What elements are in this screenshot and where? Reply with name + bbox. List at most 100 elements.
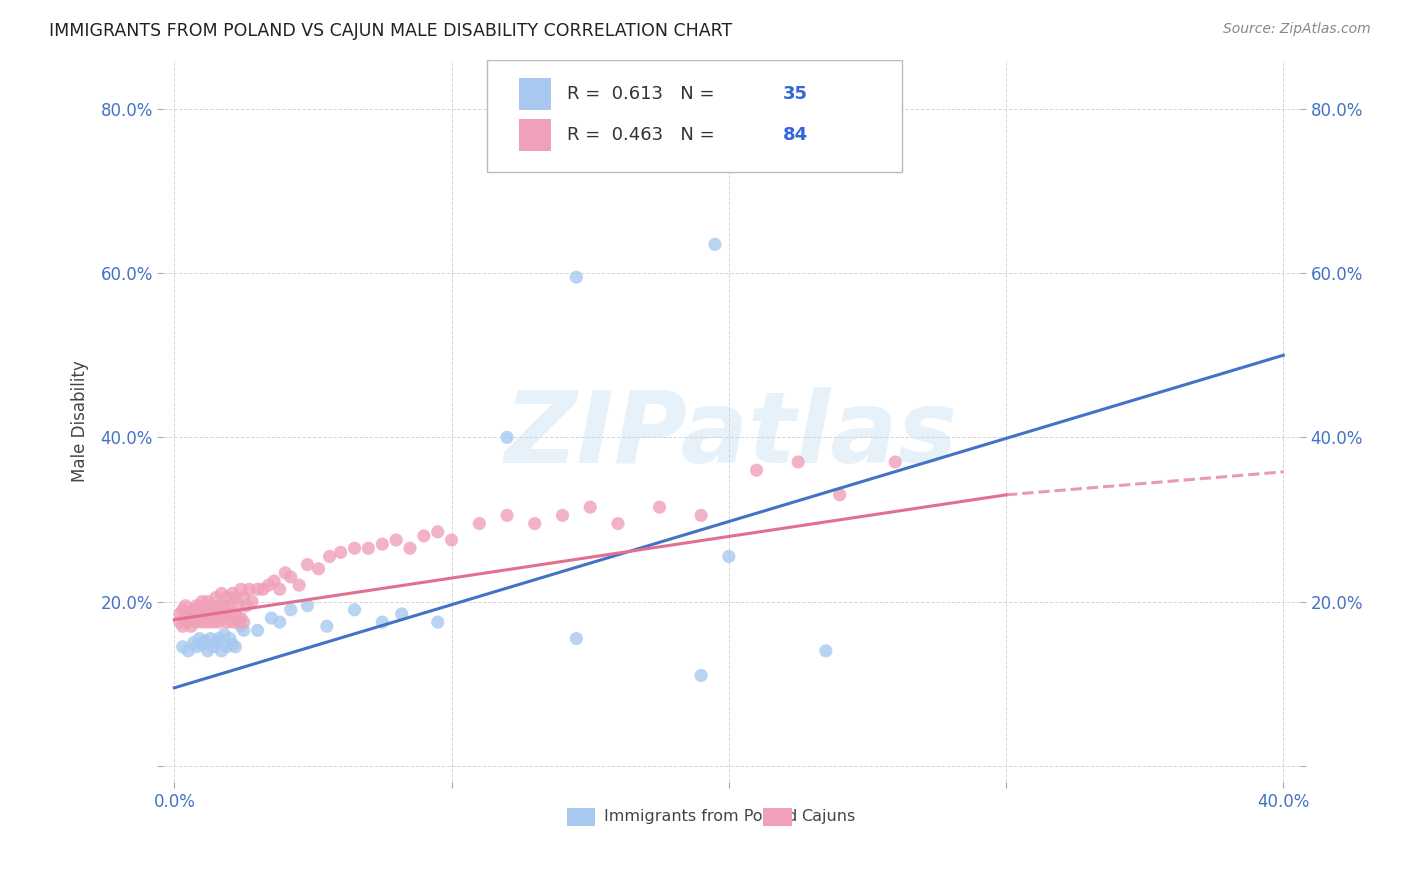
Point [252,582,274,597]
Point [343,603,366,617]
Point [690,668,713,682]
Point [172,603,194,617]
Point [221,615,243,629]
Point [174,611,197,625]
Point [426,615,449,629]
Point [371,537,394,551]
Point [399,541,422,556]
Point [343,541,366,556]
Point [226,615,249,629]
Point [194,607,217,621]
Point [194,607,217,621]
Point [690,508,713,523]
Point [205,591,228,605]
Point [174,599,197,613]
Point [224,591,246,605]
Point [215,615,238,629]
Point [214,607,236,621]
Point [218,632,240,646]
Point [183,603,205,617]
Point [214,627,236,641]
Point [288,578,311,592]
Point [787,455,810,469]
Point [318,549,340,564]
Point [188,611,211,625]
FancyBboxPatch shape [519,119,551,152]
Text: Immigrants from Poland: Immigrants from Poland [605,809,797,824]
Point [218,599,240,613]
Point [191,615,214,629]
Text: IMMIGRANTS FROM POLAND VS CAJUN MALE DISABILITY CORRELATION CHART: IMMIGRANTS FROM POLAND VS CAJUN MALE DIS… [49,22,733,40]
Point [884,455,907,469]
Y-axis label: Male Disability: Male Disability [72,360,89,482]
Point [197,615,219,629]
FancyBboxPatch shape [488,60,903,171]
Point [371,615,394,629]
Text: Source: ZipAtlas.com: Source: ZipAtlas.com [1223,22,1371,37]
Point [215,640,238,654]
Point [235,599,257,613]
Point [180,607,202,621]
Point [202,640,225,654]
Point [229,619,252,633]
Point [240,594,263,608]
Point [169,615,191,629]
Point [194,634,217,648]
Point [246,582,269,597]
Point [269,582,291,597]
Point [828,488,851,502]
Point [232,591,254,605]
Point [172,619,194,633]
Point [211,586,233,600]
Text: 35: 35 [783,85,808,103]
Point [224,640,246,654]
Point [211,644,233,658]
Point [224,607,246,621]
Point [232,624,254,638]
Point [208,599,231,613]
Point [200,607,222,621]
Point [468,516,491,531]
Point [229,611,252,625]
Point [269,615,291,629]
Point [565,270,588,285]
Point [391,607,413,621]
Point [200,599,222,613]
Point [315,619,337,633]
Point [263,574,285,588]
Point [496,508,519,523]
Point [523,516,546,531]
Point [202,607,225,621]
Point [186,640,208,654]
Point [246,624,269,638]
Point [717,549,740,564]
Point [280,570,302,584]
Text: R =  0.463   N =: R = 0.463 N = [567,126,720,145]
Point [186,615,208,629]
Point [412,529,434,543]
Point [205,607,228,621]
Point [191,594,214,608]
Point [385,533,408,547]
Point [211,611,233,625]
Point [214,599,236,613]
FancyBboxPatch shape [567,807,595,826]
Point [274,566,297,580]
Point [229,582,252,597]
Point [648,500,671,515]
Point [191,637,214,651]
Point [745,463,768,477]
Point [357,541,380,556]
Point [183,611,205,625]
Point [297,599,319,613]
Point [579,500,602,515]
Point [180,619,202,633]
Point [205,603,228,617]
Point [197,594,219,608]
Text: Cajuns: Cajuns [801,809,855,824]
Point [440,533,463,547]
Point [238,582,260,597]
Point [260,611,283,625]
Point [208,615,231,629]
Point [551,508,574,523]
